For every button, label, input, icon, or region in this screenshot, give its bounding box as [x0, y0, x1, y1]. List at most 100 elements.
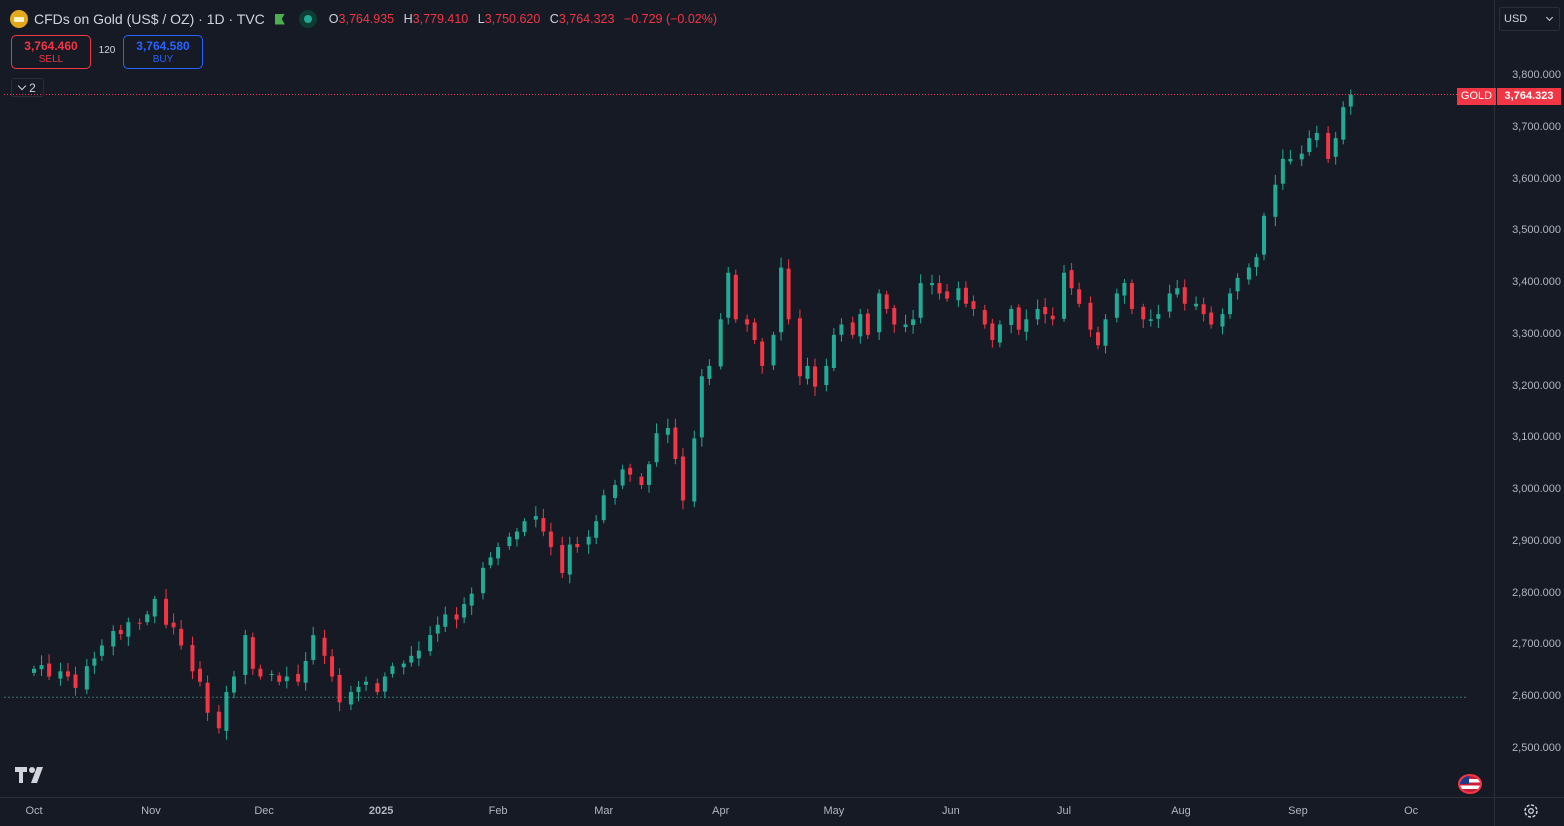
- candle-body: [1288, 158, 1293, 162]
- candle-body: [560, 545, 565, 573]
- candle: [1194, 296, 1199, 310]
- candle-body: [586, 536, 591, 545]
- candle: [1095, 326, 1100, 350]
- candle-body: [982, 309, 987, 325]
- candle-body: [364, 681, 369, 685]
- candle-body: [1050, 315, 1055, 320]
- market-status-icon[interactable]: [298, 10, 317, 28]
- candle: [118, 624, 123, 640]
- candle: [47, 654, 52, 681]
- candle-body: [409, 655, 414, 663]
- candle: [548, 522, 553, 556]
- candle: [356, 681, 361, 702]
- candle: [956, 281, 961, 307]
- candle-body: [699, 376, 704, 438]
- indicators-toggle[interactable]: 2: [11, 78, 44, 97]
- candle-body: [877, 293, 882, 333]
- candle: [779, 257, 784, 341]
- candle-body: [190, 644, 195, 672]
- candle-body: [507, 536, 512, 547]
- candle: [111, 625, 116, 656]
- price-axis[interactable]: 2,500.000 2,600.000 2,700.000 2,800.000 2,90…: [1494, 0, 1564, 797]
- candle-body: [1280, 158, 1285, 184]
- candle: [1148, 309, 1153, 327]
- candle-body: [47, 663, 52, 677]
- candle: [250, 632, 255, 675]
- time-tick-label: Nov: [141, 805, 161, 817]
- candle: [1254, 253, 1259, 276]
- candle-body: [250, 637, 255, 669]
- candle-body: [752, 322, 757, 341]
- candle-body: [673, 427, 678, 460]
- time-axis[interactable]: Oct Nov Dec 2025 Feb Mar Apr May Jun Jul Aug Sep Oc: [0, 797, 1494, 826]
- candle: [65, 663, 70, 681]
- candle: [243, 629, 248, 685]
- candle-body: [903, 324, 908, 328]
- candle: [937, 275, 942, 300]
- tradingview-logo-icon[interactable]: [15, 766, 47, 784]
- candle-body: [92, 658, 97, 666]
- candle: [884, 290, 889, 314]
- candle: [1175, 279, 1180, 298]
- price-tick-label: 2,600.000: [1512, 690, 1561, 703]
- currency-select[interactable]: USD: [1499, 7, 1560, 31]
- candle-body: [382, 676, 387, 692]
- candle-body: [1035, 308, 1040, 320]
- candle: [514, 527, 519, 547]
- candle: [1209, 306, 1214, 329]
- candle-body: [73, 674, 78, 688]
- candle: [1069, 262, 1074, 295]
- candle: [824, 358, 829, 392]
- candle: [1326, 126, 1331, 163]
- settings-gear-icon[interactable]: [1522, 802, 1540, 820]
- price-tick-label: 3,200.000: [1512, 379, 1561, 392]
- flag-icon[interactable]: [274, 13, 285, 25]
- buy-button[interactable]: 3,764.580 BUY: [123, 35, 203, 69]
- candlestick-chart[interactable]: [0, 0, 1494, 797]
- candle-body: [84, 666, 89, 690]
- candle: [375, 678, 380, 696]
- candle: [1220, 308, 1225, 335]
- ohlc-values: O3,764.935 H3,779.410 L3,750.620 C3,764.…: [328, 12, 718, 26]
- candle-body: [216, 711, 221, 729]
- candle-body: [1114, 293, 1119, 318]
- time-tick-label: Sep: [1288, 805, 1308, 817]
- candle-body: [858, 314, 863, 337]
- candle-body: [32, 668, 36, 673]
- candle: [567, 536, 572, 584]
- price-tick-label: 3,700.000: [1512, 120, 1561, 133]
- candle-body: [322, 637, 327, 656]
- candle: [73, 666, 78, 696]
- candle: [1114, 288, 1119, 323]
- candle-body: [462, 604, 467, 618]
- candle: [224, 685, 229, 740]
- candle: [480, 562, 485, 600]
- candle: [1156, 304, 1161, 329]
- candle: [1235, 273, 1240, 300]
- candle-body: [152, 598, 157, 617]
- candle-body: [760, 341, 765, 366]
- candle-body: [58, 671, 63, 679]
- candle-body: [330, 656, 335, 677]
- sell-button[interactable]: 3,764.460 SELL: [11, 35, 91, 69]
- us-flag-icon[interactable]: [1458, 774, 1482, 794]
- candle: [1009, 305, 1014, 334]
- candle: [594, 515, 599, 544]
- chart-area[interactable]: [0, 0, 1494, 797]
- time-tick-label: Oc: [1404, 805, 1419, 817]
- candle: [699, 369, 704, 447]
- candle: [771, 331, 776, 371]
- candle: [613, 479, 618, 505]
- candle: [680, 448, 685, 510]
- candle-body: [839, 324, 844, 335]
- candle: [1062, 264, 1067, 322]
- candle: [409, 645, 414, 667]
- candle-body: [956, 288, 961, 301]
- candle: [892, 304, 897, 333]
- symbol-title[interactable]: CFDs on Gold (US$ / OZ) · 1D · TVC: [34, 11, 265, 27]
- candle: [1333, 131, 1338, 165]
- candle: [1341, 101, 1346, 145]
- candle-body: [594, 521, 599, 538]
- candle-body: [118, 629, 123, 635]
- candle: [171, 613, 176, 635]
